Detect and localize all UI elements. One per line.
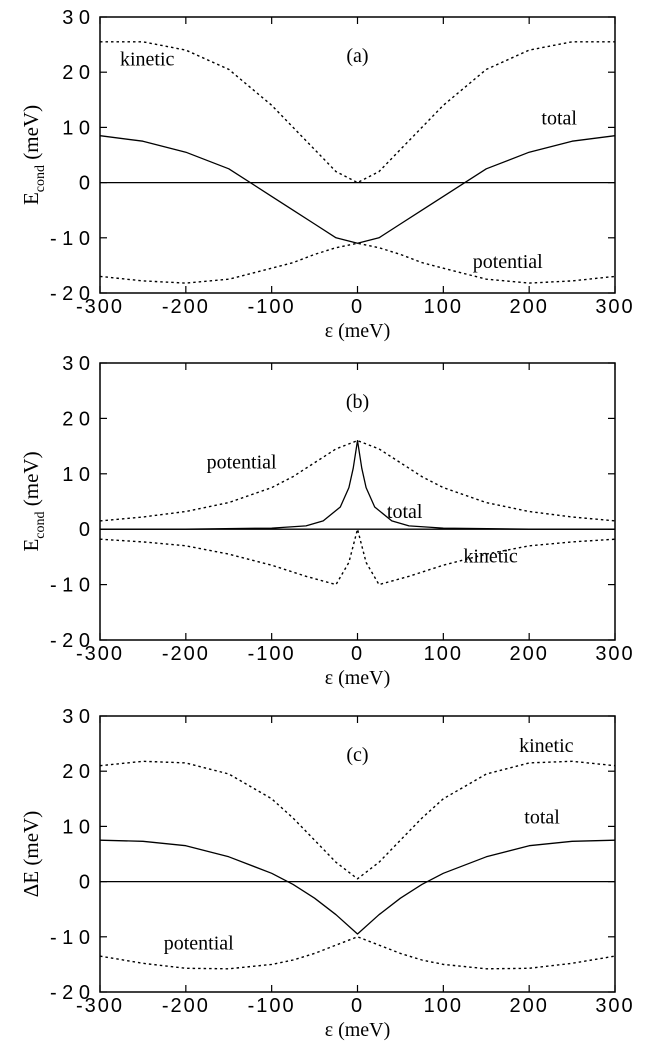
x-tick-label: -300 xyxy=(76,995,124,1017)
y-axis-label-main: E xyxy=(19,192,43,205)
x-tick-label: -200 xyxy=(162,643,210,665)
x-tick-label: 0 xyxy=(351,643,364,665)
series-line-kinetic xyxy=(99,528,616,586)
curve-label-kinetic: kinetic xyxy=(463,545,518,567)
x-tick-label: 200 xyxy=(509,643,548,665)
curve-label-kinetic: kinetic xyxy=(519,735,574,757)
y-axis-label-sub: cond xyxy=(33,512,48,539)
series-line-total xyxy=(99,135,616,244)
x-tick-label: -100 xyxy=(248,643,296,665)
x-tick-label: -200 xyxy=(162,995,210,1017)
y-tick-label: 0 xyxy=(79,173,90,195)
x-tick-label: 0 xyxy=(351,296,364,318)
panel-c: -300 -200 -100 0 100 200 300 - 2 0 - 1 0 0 1 0 2 0 3… xyxy=(19,706,634,1041)
x-tick-label: -200 xyxy=(162,296,210,318)
y-tick-label: - 1 0 xyxy=(50,927,90,949)
x-axis-label: ε (meV) xyxy=(325,1019,391,1041)
y-axis-label-main: ΔE xyxy=(19,871,43,897)
x-tick-label: -100 xyxy=(248,995,296,1017)
panel-label: (b) xyxy=(346,391,369,413)
x-tick-label: 300 xyxy=(595,296,634,318)
y-tick-label: - 2 0 xyxy=(50,283,90,305)
x-tick-label: 0 xyxy=(351,995,364,1017)
x-axis-label: ε (meV) xyxy=(325,320,391,342)
x-tick-label: -100 xyxy=(248,296,296,318)
panel-label: (a) xyxy=(346,45,368,67)
y-tick-label: - 1 0 xyxy=(50,575,90,597)
curve-label-total: total xyxy=(387,501,423,523)
panel-b: -300 -200 -100 0 100 200 300 - 2 0 - 1 0 0 1 0 2 0 3… xyxy=(19,353,634,689)
x-tick-label: 100 xyxy=(424,296,463,318)
y-tick-label: 0 xyxy=(79,872,90,894)
y-axis-label-unit: (meV) xyxy=(19,451,43,511)
curve-label-kinetic: kinetic xyxy=(120,49,175,71)
y-tick-label: 1 0 xyxy=(62,117,90,139)
y-tick-label: 2 0 xyxy=(62,62,90,84)
y-tick-label: 3 0 xyxy=(62,706,90,728)
y-tick-label: - 2 0 xyxy=(50,982,90,1004)
x-tick-label: 100 xyxy=(424,643,463,665)
x-tick-label: 100 xyxy=(424,995,463,1017)
curve-label-potential: potential xyxy=(207,451,277,473)
y-axis-label-unit: (meV) xyxy=(19,105,43,165)
panel-label: (c) xyxy=(346,744,368,766)
y-axis-label: Econd (meV) xyxy=(19,451,48,551)
x-tick-label: 200 xyxy=(509,296,548,318)
y-tick-label: 1 0 xyxy=(62,816,90,838)
y-tick-label: - 1 0 xyxy=(50,228,90,250)
y-tick-label: 1 0 xyxy=(62,464,90,486)
x-tick-label: -300 xyxy=(76,296,124,318)
y-axis-label-main: E xyxy=(19,539,43,552)
y-tick-label: 2 0 xyxy=(62,761,90,783)
x-tick-label: -300 xyxy=(76,643,124,665)
curve-label-total: total xyxy=(541,108,577,130)
curve-label-potential: potential xyxy=(473,251,543,273)
x-tick-label: 300 xyxy=(595,995,634,1017)
panel-a: -300 -200 -100 0 100 200 300 - 2 0 - 1 0 0 1 0 2 0 3… xyxy=(19,7,634,342)
series-line-total xyxy=(100,439,615,530)
series-line-potential xyxy=(99,439,616,522)
y-axis-label-sub: cond xyxy=(33,165,48,192)
x-tick-label: 300 xyxy=(595,643,634,665)
x-axis-label: ε (meV) xyxy=(325,667,391,689)
curve-label-total: total xyxy=(524,807,560,829)
y-tick-label: - 2 0 xyxy=(50,630,90,652)
y-tick-label: 2 0 xyxy=(62,408,90,430)
series-line-total xyxy=(99,839,616,935)
y-tick-label: 3 0 xyxy=(62,353,90,375)
y-axis-label-unit: (meV) xyxy=(19,811,43,871)
x-tick-label: 200 xyxy=(509,995,548,1017)
y-axis-label: Econd (meV) xyxy=(19,105,48,205)
y-tick-label: 3 0 xyxy=(62,7,90,29)
y-axis-label: ΔE (meV) xyxy=(19,811,43,897)
series-line-kinetic xyxy=(99,760,616,880)
y-tick-label: 0 xyxy=(79,519,90,541)
curve-label-potential: potential xyxy=(164,932,234,954)
